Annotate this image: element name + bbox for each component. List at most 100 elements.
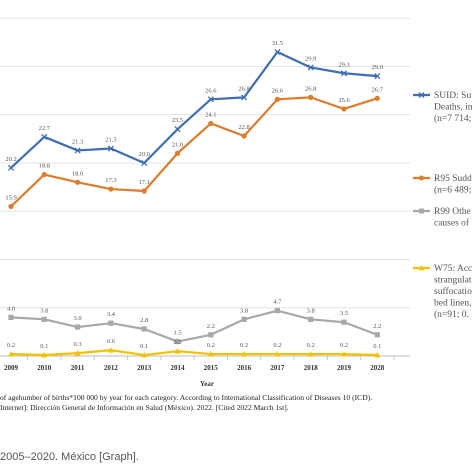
- data-point: [374, 352, 381, 358]
- data-point: [141, 352, 148, 358]
- data-label: 4.0: [7, 305, 15, 312]
- data-point: [174, 150, 181, 156]
- data-point: [274, 351, 281, 357]
- data-point: [208, 332, 214, 338]
- figure-caption: 2005–2020. México [Graph].: [0, 451, 139, 463]
- data-point: [241, 351, 248, 357]
- data-point: [141, 326, 147, 332]
- legend-label: R99 Othe: [434, 207, 471, 217]
- series-line: [10, 96, 378, 208]
- x-tick-label: 2011: [71, 364, 85, 372]
- legend-label: suffocatio: [434, 286, 472, 297]
- data-point: [374, 332, 380, 338]
- data-point: [174, 348, 181, 354]
- legend-label: Deaths, in: [434, 103, 473, 113]
- notes-line-2: Internet]: Dirección General de Informac…: [0, 402, 289, 412]
- x-tick-label: 2012: [104, 364, 119, 372]
- data-label: 3.8: [240, 307, 248, 314]
- x-tick-label: 2009: [4, 364, 19, 372]
- x-tick-label: 2016: [237, 364, 252, 372]
- data-label: 0.2: [307, 342, 315, 349]
- legend-label: strangulat: [434, 276, 472, 286]
- data-point: [274, 308, 280, 314]
- data-point: [174, 126, 181, 133]
- data-point: [108, 320, 114, 326]
- x-tick-label: 2014: [171, 364, 186, 372]
- data-point: [241, 94, 248, 101]
- x-tick-label: 2010: [37, 364, 52, 372]
- data-point: [307, 64, 314, 71]
- data-point: [274, 48, 281, 56]
- chart-series: 20.2 22.7 21.3 21.5 20.0 23.5 26.6 26.8 31.5 29.9…: [5, 40, 384, 358]
- data-point: [308, 94, 314, 100]
- data-point: [74, 147, 81, 154]
- data-point: [174, 338, 181, 345]
- data-label: 22.7: [39, 125, 51, 132]
- series-2: 15.9 18.8 18.0 17.3 17.1 21.0 24.1 22.8 26.6 26.8…: [5, 85, 384, 210]
- data-label: 31.5: [272, 40, 283, 47]
- data-label: 26.8: [238, 85, 249, 92]
- data-label: 3.0: [74, 315, 82, 322]
- data-point: [207, 96, 214, 103]
- data-label: 20.0: [139, 151, 150, 158]
- data-label: 2.2: [373, 323, 381, 330]
- data-label: 23.5: [172, 117, 183, 124]
- data-label: 1.5: [173, 330, 181, 337]
- legend-label: SUID: Su: [434, 91, 471, 101]
- series-line: [10, 349, 378, 357]
- data-label: 0.1: [373, 343, 381, 350]
- legend-label: (n=6 489;: [434, 185, 471, 196]
- series-3: 4.0 3.8 3.0 3.4 2.8 1.5 2.2 3.8 4.7 3.8 3.5 2.2: [7, 299, 381, 345]
- data-label: 20.2: [5, 156, 16, 163]
- legend-label: bed linen,: [434, 299, 471, 309]
- data-label: 0.5: [173, 339, 181, 346]
- data-label: 2.8: [140, 317, 148, 324]
- data-label: 2.2: [207, 323, 215, 330]
- data-point: [341, 351, 347, 357]
- x-tick-label: 2015: [204, 364, 219, 372]
- data-point: [208, 120, 214, 127]
- data-label: 0.1: [40, 343, 48, 350]
- data-point: [75, 324, 81, 330]
- data-point: [341, 319, 347, 325]
- legend-marker: [418, 92, 425, 98]
- data-label: 15.9: [5, 194, 16, 201]
- legend-marker: [418, 265, 425, 271]
- x-axis-ticks: 2009 2010 2011 2012 2013 2014 2015 2016 2017 2018…: [4, 356, 395, 372]
- data-point: [107, 145, 114, 152]
- data-label: 3.4: [107, 311, 116, 318]
- data-label: 0.2: [340, 342, 348, 349]
- x-tick-label: 2028: [370, 364, 385, 372]
- data-label: 0.6: [107, 338, 116, 345]
- legend-marker: [419, 208, 424, 214]
- x-tick-label: 2019: [337, 364, 352, 372]
- data-point: [340, 70, 348, 77]
- legend-label: W75: Acc: [434, 264, 472, 274]
- data-label: 25.6: [338, 97, 350, 104]
- data-point: [8, 351, 14, 357]
- data-label: 18.8: [39, 163, 50, 170]
- data-label: 26.6: [205, 87, 217, 94]
- data-point: [241, 133, 247, 139]
- data-point: [8, 314, 14, 320]
- data-point: [207, 351, 214, 357]
- data-label: 26.8: [305, 85, 316, 92]
- data-point: [7, 164, 15, 171]
- data-point: [41, 133, 48, 141]
- data-label: 22.8: [238, 124, 249, 131]
- data-label: 0.2: [7, 342, 15, 349]
- x-tick-label: 2013: [137, 364, 152, 372]
- legend-marker: [419, 175, 424, 181]
- data-label: 3.8: [307, 307, 315, 314]
- data-label: 21.5: [105, 137, 116, 144]
- data-point: [41, 171, 47, 178]
- series-line: [10, 50, 378, 169]
- data-label: 0.3: [74, 341, 82, 348]
- data-label: 0.2: [273, 342, 281, 349]
- data-label: 17.3: [105, 177, 116, 184]
- series-line: [10, 309, 378, 343]
- x-tick-label: 2017: [270, 364, 285, 372]
- data-label: 21.3: [72, 138, 83, 145]
